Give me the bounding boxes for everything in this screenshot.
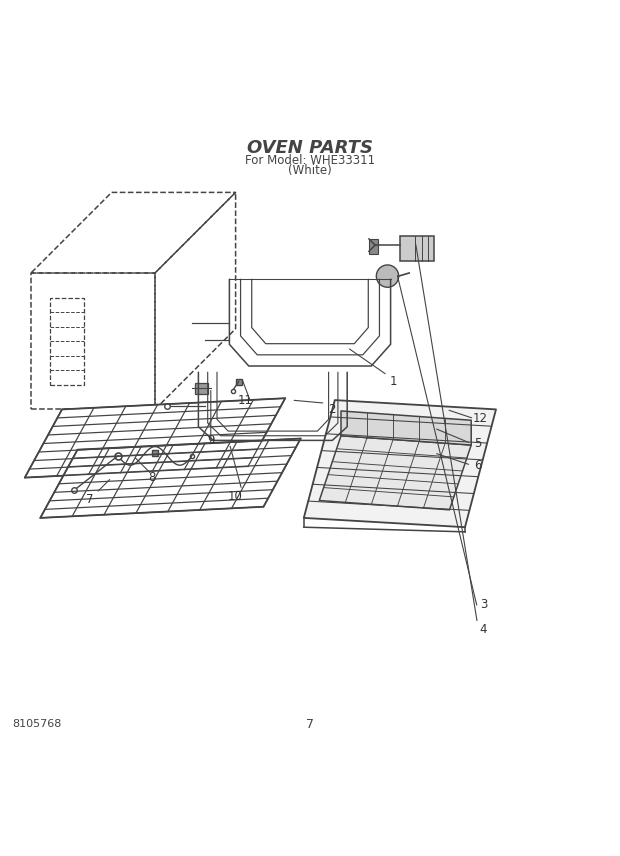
Text: 4: 4: [480, 623, 487, 636]
Text: 11: 11: [237, 394, 252, 407]
Text: 8105768: 8105768: [12, 719, 62, 729]
Polygon shape: [369, 239, 378, 254]
Text: 5: 5: [474, 437, 481, 450]
Polygon shape: [40, 438, 301, 518]
Text: 12: 12: [473, 413, 488, 425]
Text: 7: 7: [86, 493, 94, 506]
Polygon shape: [195, 383, 208, 394]
Text: OVEN PARTS: OVEN PARTS: [247, 139, 373, 157]
Text: (White): (White): [288, 164, 332, 177]
Text: 1: 1: [390, 375, 397, 388]
Text: 3: 3: [480, 598, 487, 611]
Text: 10: 10: [228, 490, 243, 502]
Text: 6: 6: [474, 459, 481, 472]
Text: For Model: WHE33311: For Model: WHE33311: [245, 154, 375, 167]
Polygon shape: [400, 235, 434, 260]
Circle shape: [376, 265, 399, 288]
Polygon shape: [341, 411, 471, 445]
Text: 2: 2: [328, 403, 335, 416]
Text: 7: 7: [306, 718, 314, 731]
Polygon shape: [304, 400, 496, 527]
Polygon shape: [25, 398, 285, 478]
Text: 9: 9: [207, 434, 215, 447]
Polygon shape: [319, 436, 471, 510]
Text: 8: 8: [148, 471, 156, 484]
